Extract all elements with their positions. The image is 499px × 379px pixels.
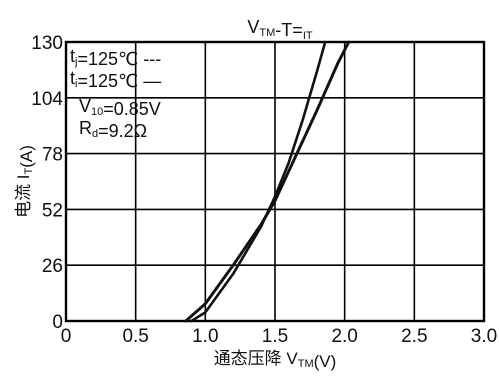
series-point [348, 41, 350, 43]
series-point [316, 109, 318, 112]
x-tick-label: 2.0 [331, 326, 357, 347]
annotation-label: Rd=9.2Ω [79, 118, 147, 141]
series-point [204, 311, 207, 314]
x-tick-label: 3.0 [471, 326, 497, 347]
x-tick-label: 0 [61, 326, 72, 347]
x-tick-label: 2.5 [401, 326, 427, 347]
series-point [204, 303, 207, 305]
series-point [288, 169, 290, 172]
x-axis-label: 通态压降 VTM(V) [214, 349, 337, 371]
series-point [336, 62, 339, 65]
series-point [185, 320, 187, 322]
y-tick-label: 26 [42, 256, 63, 277]
x-tick-label: 0.5 [122, 326, 148, 347]
y-tick-label: 130 [31, 33, 63, 54]
chart-title: VTM-T=IT [247, 17, 312, 42]
y-tick-label: 104 [31, 89, 63, 110]
y-tick-label: 52 [42, 200, 63, 221]
y-tick-label: 78 [42, 145, 63, 166]
series-point [288, 161, 290, 163]
x-tick-label: 1.5 [262, 326, 288, 347]
legend-entry: tj=125℃ --- [70, 46, 161, 69]
series-point [316, 71, 318, 73]
x-tick-label: 1.0 [192, 326, 218, 347]
series-point [302, 118, 304, 121]
series-point [190, 320, 193, 322]
series-point [260, 225, 262, 228]
y-tick-label: 0 [52, 312, 63, 333]
series-point [232, 264, 234, 267]
legend-entry: ti=125℃ — [70, 68, 161, 91]
series-point [274, 195, 276, 198]
series-point [232, 272, 234, 275]
series-point [324, 41, 326, 43]
y-axis-label: 电流 IT(A) [14, 145, 36, 218]
annotation-label: V10=0.85V [79, 96, 161, 119]
plot-frame [64, 40, 486, 323]
